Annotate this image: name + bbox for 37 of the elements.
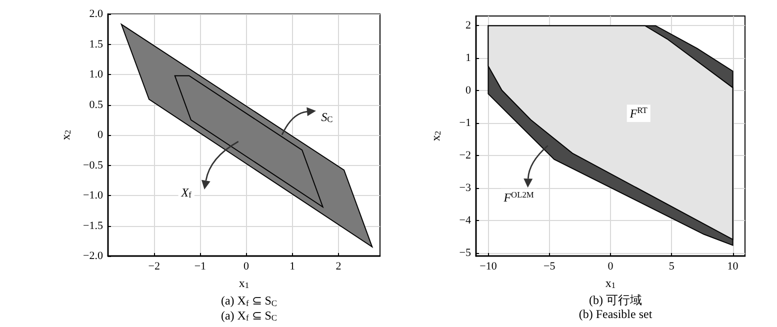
x-tick-label: −2 [148, 260, 160, 272]
y-tick-label: −1.0 [83, 190, 104, 202]
y-axis-title: x2 [58, 130, 73, 140]
x-tick-label: −5 [544, 260, 556, 272]
y-tick-label: 1.0 [89, 68, 104, 80]
x-tick-label: −10 [480, 260, 498, 272]
y-tick-label: −2 [459, 149, 471, 162]
y-tick-label: 0 [98, 129, 104, 141]
x-tick-label: 0 [608, 260, 614, 272]
y-axis-title: x2 [428, 130, 442, 142]
y-tick-label: 0 [466, 84, 472, 97]
y-tick-label: 0.5 [89, 98, 104, 111]
y-tick-label: −0.5 [83, 159, 104, 172]
y-tick-label: 2.0 [89, 8, 104, 20]
annotation: SC [321, 110, 334, 124]
y-tick-label: −2.0 [83, 250, 104, 262]
x-tick-label: 5 [668, 260, 675, 272]
y-tick-label: −1 [459, 117, 471, 130]
x-tick-label: 10 [727, 260, 739, 272]
y-tick-label: −4 [459, 214, 472, 226]
x-tick-label: 0 [244, 260, 250, 272]
x-axis-title: x1 [605, 276, 616, 290]
y-tick-label: 1 [466, 52, 471, 64]
y-tick-label: −1.5 [83, 220, 104, 232]
y-tick-label: −5 [459, 246, 472, 259]
annotation: Xf [180, 185, 192, 200]
y-tick-label: −3 [459, 182, 472, 194]
y-tick-label: 1.5 [89, 38, 104, 50]
x-axis-title: x1 [238, 276, 250, 290]
y-tick-label: 2 [466, 20, 471, 32]
x-tick-label: 1 [290, 260, 296, 272]
text: (b) 可行域 [589, 293, 642, 307]
text: (b) Feasible set [578, 307, 653, 321]
text: (a) Xf ⊆ SC [220, 308, 278, 323]
x-tick-label: 2 [336, 260, 342, 272]
text: (a) Xf ⊆ SC [220, 294, 278, 308]
x-tick-label: −1 [194, 260, 206, 272]
